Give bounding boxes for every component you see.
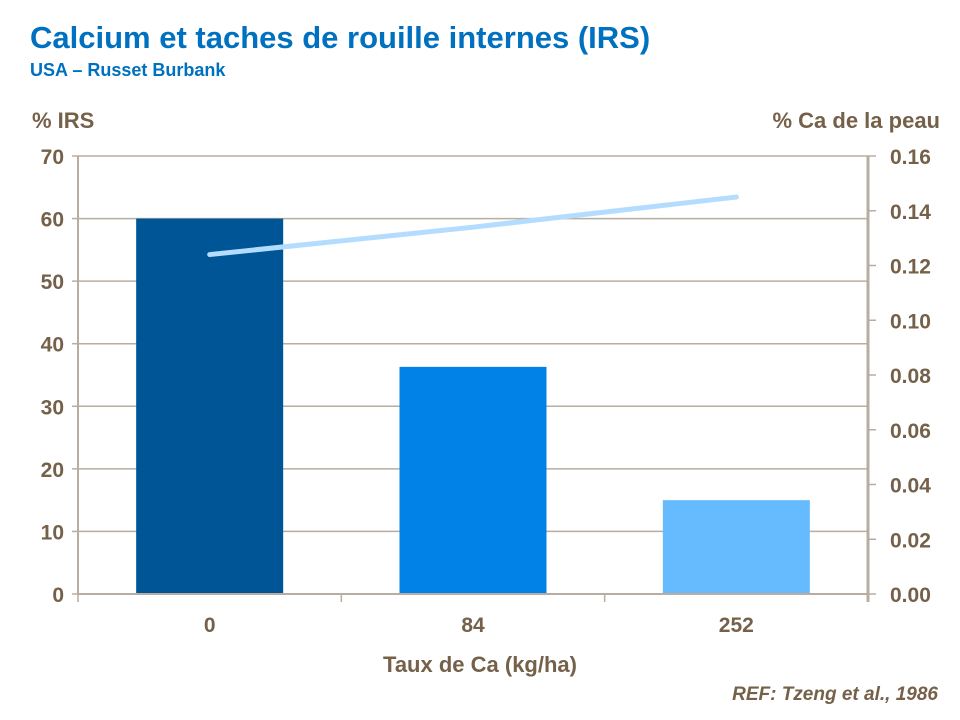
y2-tick-label: 0.00 (890, 584, 931, 607)
y2-tick-label: 0.14 (890, 201, 931, 224)
y-tick-label: 0 (52, 584, 64, 607)
y2-tick-label: 0.04 (890, 475, 931, 498)
y2-tick-label: 0.08 (890, 365, 931, 388)
bar-252 (662, 500, 810, 594)
chart-title: Calcium et taches de rouille internes (I… (30, 20, 651, 55)
chart-subtitle: USA – Russet Burbank (30, 60, 226, 80)
bar-84 (399, 366, 547, 594)
x-axis-label: Taux de Ca (kg/ha) (383, 652, 577, 677)
x-tick-label: 0 (204, 614, 216, 637)
y-tick-label: 30 (41, 396, 64, 419)
x-tick-label: 252 (719, 614, 754, 637)
y-tick-label: 10 (41, 521, 64, 544)
y-tick-label: 40 (41, 334, 64, 357)
reference: REF: Tzeng et al., 1986 (732, 684, 938, 705)
y2-tick-label: 0.06 (890, 420, 931, 443)
bar-0 (136, 218, 284, 595)
y-tick-label: 70 (41, 146, 64, 169)
ca-skin-line (207, 194, 739, 258)
y2-tick-label: 0.02 (890, 529, 931, 552)
y2-tick-label: 0.16 (890, 146, 931, 169)
y-tick-label: 60 (41, 209, 64, 232)
y2-axis-label: % Ca de la peau (772, 108, 940, 133)
y-tick-label: 50 (41, 271, 64, 294)
y-axis-label: % IRS (32, 108, 95, 133)
y-tick-label: 20 (41, 459, 64, 482)
y2-tick-label: 0.10 (890, 310, 931, 333)
y2-tick-label: 0.12 (890, 256, 931, 279)
x-tick-label: 84 (461, 614, 485, 637)
